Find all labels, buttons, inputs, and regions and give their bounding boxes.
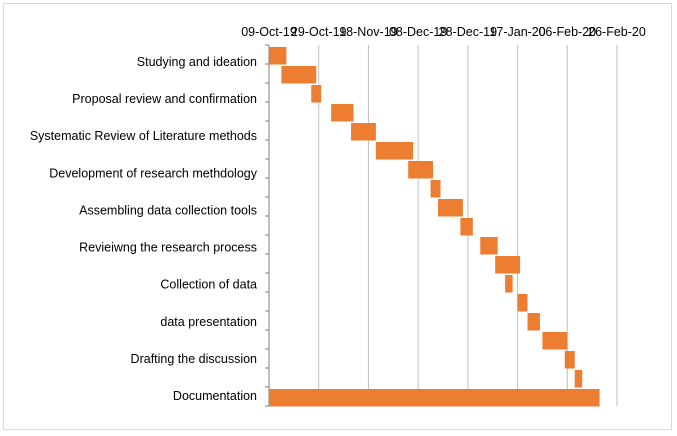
- category-label-0: Studying and ideation: [137, 55, 257, 69]
- task-bar-18: [269, 389, 600, 407]
- category-label-4: Assembling data collection tools: [79, 203, 257, 217]
- x-tick-label-6: 06-Feb-20: [538, 25, 596, 39]
- category-label-2: Systematic Review of Literature methods: [30, 129, 257, 143]
- task-bar-7: [430, 180, 441, 198]
- x-tick-label-3: 08-Dec-19: [389, 25, 447, 39]
- task-bar-15: [542, 332, 568, 350]
- task-bar-14: [527, 313, 540, 331]
- x-tick-label-5: 17-Jan-20: [489, 25, 545, 39]
- category-label-9: Documentation: [173, 389, 257, 403]
- task-bar-3: [331, 104, 354, 122]
- task-bar-1: [281, 66, 317, 84]
- task-bar-17: [574, 370, 583, 388]
- category-label-3: Development of research methdology: [49, 166, 258, 180]
- task-bar-8: [438, 199, 463, 217]
- x-tick-label-7: 26-Feb-20: [588, 25, 646, 39]
- x-tick-label-0: 09-Oct-19: [241, 25, 297, 39]
- task-bar-12: [505, 275, 513, 293]
- task-bar-13: [517, 294, 528, 312]
- category-label-5: Revieiwng the research process: [79, 241, 257, 255]
- category-label-6: Collection of data: [160, 278, 257, 292]
- x-tick-label-1: 29-Oct-19: [291, 25, 347, 39]
- x-tick-label-4: 28-Dec-19: [439, 25, 497, 39]
- chart-frame: 09-Oct-19 29-Oct-19 18-Nov-19 08-Dec-19 28-D…: [3, 3, 672, 430]
- task-bar-16: [564, 351, 575, 369]
- task-bar-4: [351, 123, 376, 141]
- task-bar-2: [311, 85, 322, 103]
- x-tick-label-2: 18-Nov-19: [339, 25, 397, 39]
- task-bar-5: [375, 142, 414, 160]
- task-bar-10: [480, 237, 498, 255]
- task-bar-6: [408, 161, 434, 179]
- task-bar-0: [269, 47, 287, 65]
- category-label-8: Drafting the discussion: [131, 352, 258, 366]
- category-label-1: Proposal review and confirmation: [72, 92, 257, 106]
- category-label-7: data presentation: [160, 315, 257, 329]
- task-bar-11: [495, 256, 521, 274]
- task-bar-9: [460, 218, 473, 236]
